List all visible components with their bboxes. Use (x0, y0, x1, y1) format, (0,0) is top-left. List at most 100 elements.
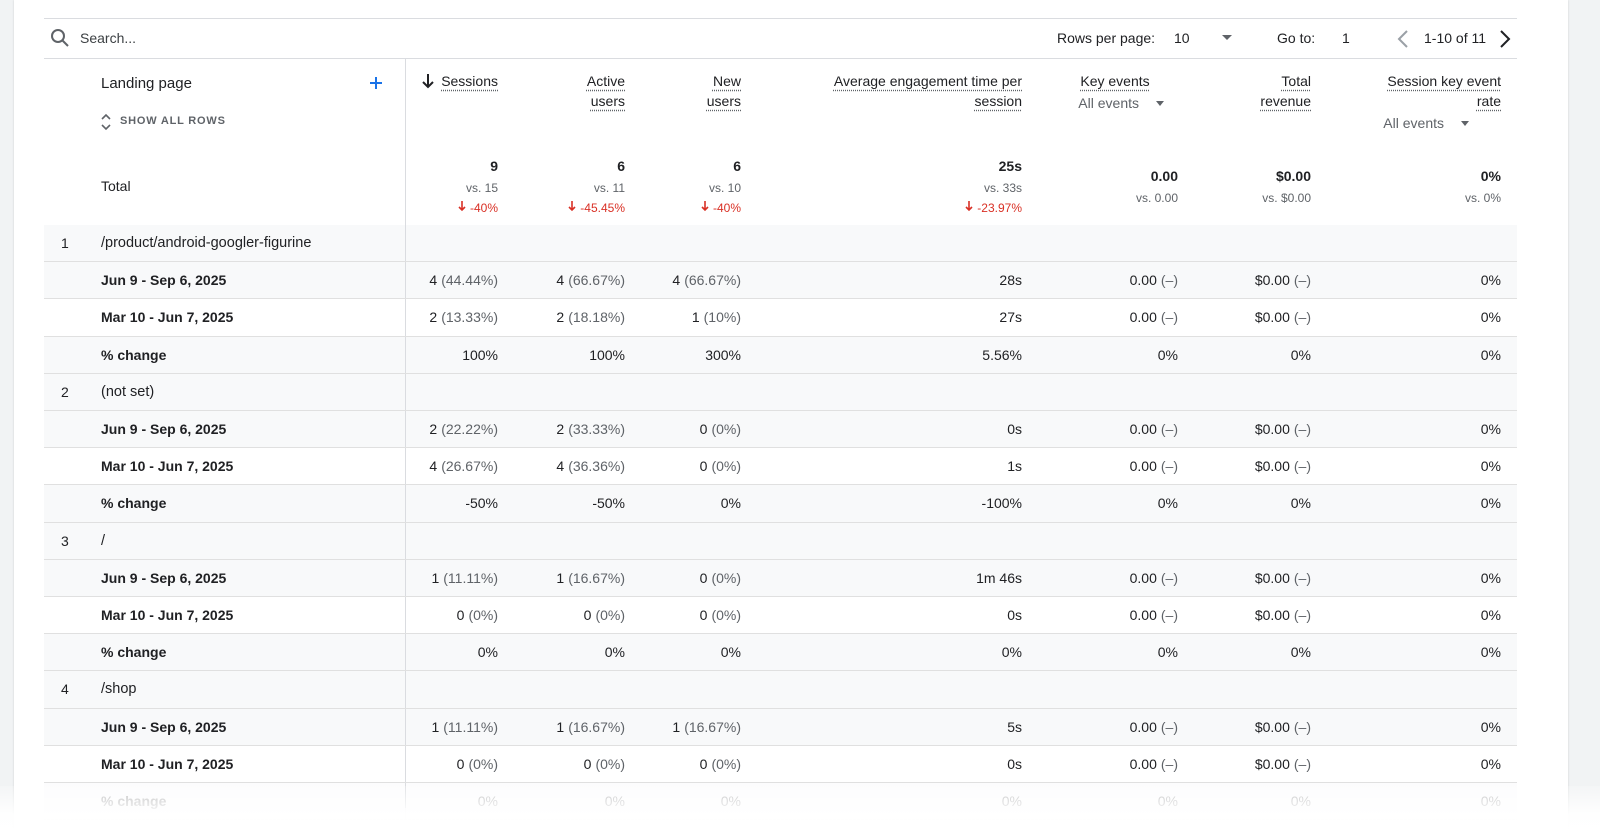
cell-value: 0 (583, 607, 592, 623)
column-header[interactable]: Average engagement time per session (833, 73, 1022, 109)
goto-label: Go to: (1277, 30, 1316, 46)
cell-value: $0.00 (1254, 272, 1290, 289)
rows-per-page-select[interactable]: 10 (1174, 30, 1190, 46)
cell-value: 0 (699, 755, 708, 772)
cell-value: 4 (672, 272, 681, 289)
cell-share: (0%) (711, 458, 741, 475)
cell-share: (10%) (703, 309, 741, 326)
cell-value: 0.00 (1129, 607, 1157, 623)
search-icon (51, 29, 69, 47)
cell: 27s (999, 309, 1022, 326)
cell-value: 0 (456, 607, 465, 623)
cell: $0.00 (–) (1255, 411, 1311, 448)
cell: 0% (1157, 644, 1178, 661)
data-row: % change -50% -50% 0% -100% 0% 0% 0% (44, 485, 1517, 523)
cell-value: 0 (456, 755, 465, 772)
cell-share: (26.67%) (441, 458, 498, 475)
divider (405, 745, 406, 782)
column-header[interactable]: Key events (1080, 73, 1150, 89)
cell: $0.00 (–) (1255, 746, 1311, 783)
goto-input[interactable]: 1 (1342, 30, 1350, 46)
total-compare: vs. 15 (465, 181, 498, 195)
search-input[interactable]: Search... (80, 30, 137, 46)
cell-share: (–) (1293, 718, 1311, 735)
cell-value: $0.00 (1254, 458, 1290, 475)
column-header[interactable]: Total revenue (1260, 73, 1311, 109)
group-row: 2 (not set) (44, 373, 1517, 411)
cell-share: (22.22%) (441, 421, 498, 437)
event-selector[interactable]: All events (1383, 115, 1444, 131)
cell: 0% (1001, 793, 1022, 809)
cell-share: (13.33%) (441, 309, 498, 326)
cell-value: 0.00 (1129, 458, 1157, 475)
cell: 2 (22.22%) (429, 411, 498, 448)
cell-share: (0%) (711, 607, 741, 623)
divider (405, 485, 406, 522)
cell-value: 0.00 (1129, 272, 1157, 289)
column-header[interactable]: Session key event rate (1387, 73, 1501, 109)
cell-value: 1 (431, 718, 440, 735)
cell: 0% (1480, 495, 1501, 512)
selector-arrow[interactable] (1461, 121, 1469, 126)
total-compare: vs. 11 (593, 181, 625, 195)
cell: $0.00 (–) (1255, 299, 1311, 336)
total-label: Total (101, 178, 131, 194)
cell: 0% (1290, 495, 1311, 512)
cell: 0% (1001, 644, 1022, 661)
selector-arrow[interactable] (1156, 101, 1164, 106)
total-value: 9 (490, 158, 498, 174)
cell-share: (33.33%) (568, 421, 625, 437)
cell-value: 4 (556, 458, 565, 475)
cell: 0% (1157, 793, 1178, 809)
column-header[interactable]: Sessions (441, 73, 498, 89)
cell: 1 (16.67%) (672, 709, 741, 746)
cell-value: 2 (556, 309, 565, 326)
down-arrow (965, 201, 973, 212)
divider (405, 559, 406, 596)
data-row: Mar 10 - Jun 7, 2025 4 (26.67%) 4 (36.36%) 0(… (44, 448, 1517, 486)
cell: 0% (1157, 495, 1178, 512)
data-row: Jun 9 - Sep 6, 2025 2 (22.22%) 2 (33.33%) 0 (0… (44, 411, 1517, 449)
data-row: Jun 9 - Sep 6, 2025 1 (11.11%) 1 (16.67%) 0 (0… (44, 559, 1517, 597)
cell: $0.00 (–) (1255, 448, 1311, 485)
dimension-header: Landing page (101, 75, 192, 92)
top-border (44, 18, 1517, 19)
cell: 4 (66.67%) (556, 262, 625, 299)
cell-value: 0.00 (1129, 755, 1157, 772)
cell-share: (66.67%) (684, 272, 741, 289)
cell: -50% (592, 495, 625, 512)
landing-page: / (101, 532, 106, 549)
total-value: 0% (1480, 168, 1501, 184)
cell: 0% (1480, 644, 1501, 661)
row-label: % change (101, 346, 167, 363)
cell-share: (18.18%) (568, 309, 625, 326)
cell-value: 0 (699, 607, 708, 623)
column-header[interactable]: Active users (586, 73, 625, 109)
column-header[interactable]: New users (706, 73, 741, 109)
cell: 0% (1290, 644, 1311, 661)
total-compare: vs. 0.00 (1135, 191, 1178, 205)
cell-value: 0.00 (1129, 718, 1157, 735)
down-arrow (568, 201, 576, 212)
cell: 0% (477, 644, 498, 661)
cell: 0.00 (–) (1130, 560, 1178, 597)
cell: $0.00 (–) (1255, 560, 1311, 597)
show-all-rows[interactable]: SHOW ALL ROWS (120, 115, 226, 127)
event-selector[interactable]: All events (1078, 95, 1139, 111)
dropdown-arrow[interactable] (1221, 34, 1233, 42)
divider (405, 373, 406, 410)
cell: 0 (0%) (700, 448, 741, 485)
prev-page[interactable] (1396, 29, 1410, 49)
cell: 0 (0%) (584, 597, 625, 634)
landing-page: /product/android-googler-figurine (101, 235, 312, 251)
cell-share: (0%) (468, 607, 498, 623)
add-dimension[interactable] (369, 76, 383, 90)
cell-value: 0 (583, 755, 592, 772)
total-value: 25s (998, 158, 1022, 174)
cell-value: 0.00 (1129, 569, 1157, 586)
cell-share: (11.11%) (443, 569, 498, 586)
next-page[interactable] (1498, 29, 1512, 49)
group-row: 1/product/android-googler-figurine (44, 225, 1517, 263)
data-row: Mar 10 - Jun 7, 2025 0 (0%) 0 (0%) 0 (0%) 0s 0.0… (44, 597, 1517, 635)
